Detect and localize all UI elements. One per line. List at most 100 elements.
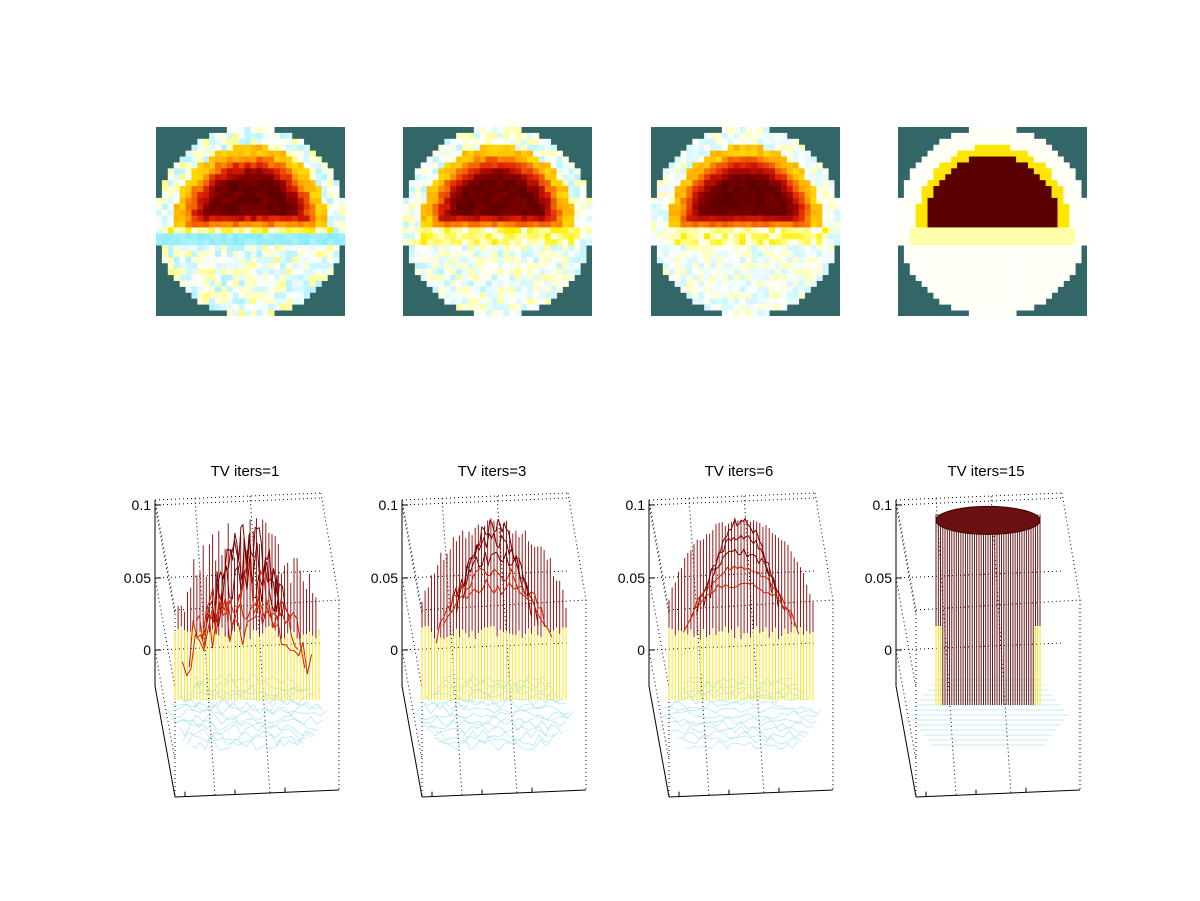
- heatmap-cell: [962, 186, 970, 193]
- heatmap-cell: [1004, 144, 1011, 152]
- heatmap-cell: [998, 138, 1005, 146]
- heatmap-cell: [191, 251, 198, 258]
- heatmap-cell: [473, 256, 481, 264]
- heatmap-cell: [804, 156, 811, 163]
- heatmap-cell: [974, 203, 982, 211]
- heatmap-cell: [951, 233, 958, 240]
- surface-columns: [668, 517, 814, 700]
- heatmap-cell: [315, 268, 322, 276]
- heatmap-cell: [408, 197, 416, 205]
- heatmap-cell: [903, 221, 911, 228]
- heatmap-cell: [167, 203, 175, 211]
- heatmap-cell: [674, 209, 681, 216]
- heatmap-cell: [951, 262, 958, 270]
- heatmap-cell: [497, 245, 504, 252]
- heatmap-cell: [562, 274, 569, 281]
- heatmap-cell: [727, 245, 735, 252]
- heatmap-cell: [256, 245, 263, 252]
- heatmap-cell: [244, 274, 251, 281]
- heatmap-cell: [450, 239, 457, 246]
- heatmap-cell: [509, 174, 516, 181]
- heatmap-cell: [309, 239, 316, 246]
- heatmap-cell: [185, 150, 192, 157]
- heatmap-cell: [804, 215, 811, 222]
- heatmap-cell: [503, 180, 510, 187]
- heatmap-cell: [1039, 209, 1047, 216]
- heatmap-cell: [721, 191, 729, 199]
- heatmap-cell: [485, 239, 492, 246]
- heatmap-cell: [804, 233, 811, 240]
- heatmap-cell: [1069, 186, 1076, 193]
- heatmap-cell: [568, 209, 575, 216]
- heatmap-cell: [1004, 174, 1011, 181]
- heatmap-cell: [1010, 245, 1017, 252]
- heatmap-cell: [1016, 174, 1023, 181]
- heatmap-cell: [957, 280, 964, 287]
- heatmap-cell: [556, 174, 563, 181]
- heatmap-cell: [479, 233, 487, 240]
- heatmap-cell: [515, 191, 522, 199]
- heatmap-cell: [727, 280, 735, 287]
- heatmap-cell: [327, 233, 334, 240]
- heatmap-cell: [733, 304, 740, 311]
- heatmap-cell: [420, 186, 428, 193]
- heatmap-cell: [244, 292, 251, 299]
- heatmap-cell: [521, 174, 528, 181]
- heatmap-cell: [1057, 251, 1064, 258]
- heatmap-cell: [957, 138, 964, 146]
- heatmap-cell: [656, 233, 664, 240]
- heatmap-cell: [686, 256, 693, 264]
- heatmap-cell: [173, 262, 181, 270]
- heatmap-cell: [727, 274, 735, 281]
- heatmap-cell: [986, 215, 993, 222]
- heatmap-cell: [497, 292, 504, 299]
- heatmap-cell: [727, 144, 735, 152]
- heatmap-cell: [291, 298, 299, 305]
- heatmap-cell: [209, 298, 216, 305]
- heatmap-cell: [280, 138, 287, 146]
- heatmap-cell: [226, 245, 234, 252]
- heatmap-cell: [909, 197, 917, 205]
- heatmap-cell: [727, 191, 735, 199]
- heatmap-cell: [550, 215, 557, 222]
- heatmap-cell: [220, 215, 228, 222]
- heatmap-cell: [450, 292, 457, 299]
- heatmap-cell: [327, 262, 334, 270]
- grid-line: [688, 498, 710, 796]
- heatmap-cell: [992, 150, 999, 157]
- heatmap-cell: [497, 280, 504, 287]
- heatmap-cell: [509, 256, 516, 264]
- heatmap-cell: [473, 286, 481, 293]
- heatmap-cell: [1004, 186, 1011, 193]
- heatmap-cell: [686, 144, 693, 152]
- heatmap-cell: [769, 168, 776, 175]
- heatmap-cell: [280, 227, 287, 234]
- heatmap-cell: [220, 186, 228, 193]
- heatmap-cell: [775, 197, 782, 205]
- heatmap-cell: [203, 221, 210, 228]
- heatmap-cell: [733, 262, 740, 270]
- heatmap-cell: [992, 174, 999, 181]
- heatmap-cell: [479, 310, 487, 317]
- heatmap-cell: [309, 156, 316, 163]
- heatmap-cell: [327, 203, 334, 211]
- heatmap-cell: [268, 132, 275, 140]
- heatmap-cell: [909, 239, 917, 246]
- heatmap-cell: [751, 304, 758, 311]
- heatmap-cell: [450, 274, 457, 281]
- heatmap-cell: [962, 174, 970, 181]
- heatmap-cell: [226, 298, 234, 305]
- heatmap-cell: [280, 191, 287, 199]
- heatmap-cell: [244, 132, 251, 140]
- heatmap-cell: [745, 209, 752, 216]
- heatmap-cell: [733, 215, 740, 222]
- heatmap-cell: [903, 203, 911, 211]
- heatmap-cell: [450, 156, 457, 163]
- heatmap-cell: [173, 191, 181, 199]
- heatmap-cell: [268, 227, 275, 234]
- heatmap-cell: [438, 168, 445, 175]
- heatmap-cell: [515, 233, 522, 240]
- heatmap-cell: [291, 286, 299, 293]
- heatmap-cell: [580, 256, 587, 264]
- heatmap-cell: [962, 233, 970, 240]
